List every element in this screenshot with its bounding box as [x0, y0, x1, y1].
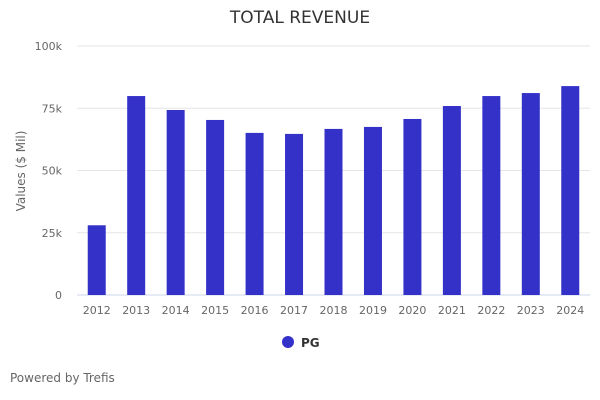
x-tick-label: 2018: [320, 304, 348, 317]
x-tick-label: 2019: [359, 304, 387, 317]
bar-2012: [87, 225, 106, 295]
legend-marker: [282, 336, 294, 348]
x-tick-label: 2017: [280, 304, 308, 317]
x-tick-label: 2015: [201, 304, 229, 317]
bar-2014: [166, 109, 185, 295]
x-tick-label: 2012: [83, 304, 111, 317]
bar-2016: [245, 132, 264, 295]
y-tick-label: 25k: [42, 227, 63, 240]
x-tick-label: 2023: [517, 304, 545, 317]
bar-2015: [206, 119, 225, 295]
y-tick-label: 75k: [42, 102, 63, 115]
x-tick-label: 2014: [162, 304, 190, 317]
bar-2019: [363, 126, 382, 295]
bar-2018: [324, 128, 343, 295]
bar-2023: [521, 93, 540, 295]
bar-2013: [127, 96, 146, 295]
x-tick-label: 2016: [241, 304, 269, 317]
bar-chart: 0 25k 50k 75k 100k Values ($ Mil) 2012 2013 2014…: [14, 40, 590, 350]
bar-2021: [442, 106, 461, 295]
y-tick-label: 0: [55, 289, 62, 302]
legend-label: PG: [301, 336, 320, 350]
y-tick-label: 100k: [35, 40, 63, 53]
x-tick-label: 2022: [477, 304, 505, 317]
bar-2020: [403, 118, 422, 295]
x-tick-label: 2021: [438, 304, 466, 317]
bar-2024: [561, 86, 580, 296]
y-tick-label: 50k: [42, 165, 63, 178]
x-tick-label: 2013: [122, 304, 150, 317]
bar-2017: [285, 133, 304, 295]
x-tick-label: 2024: [556, 304, 584, 317]
y-axis-label: Values ($ Mil): [14, 131, 28, 212]
bar-2022: [482, 96, 501, 295]
chart-title: TOTAL REVENUE: [229, 8, 371, 28]
x-tick-label: 2020: [398, 304, 426, 317]
powered-by-text: Powered by Trefis: [10, 371, 115, 385]
